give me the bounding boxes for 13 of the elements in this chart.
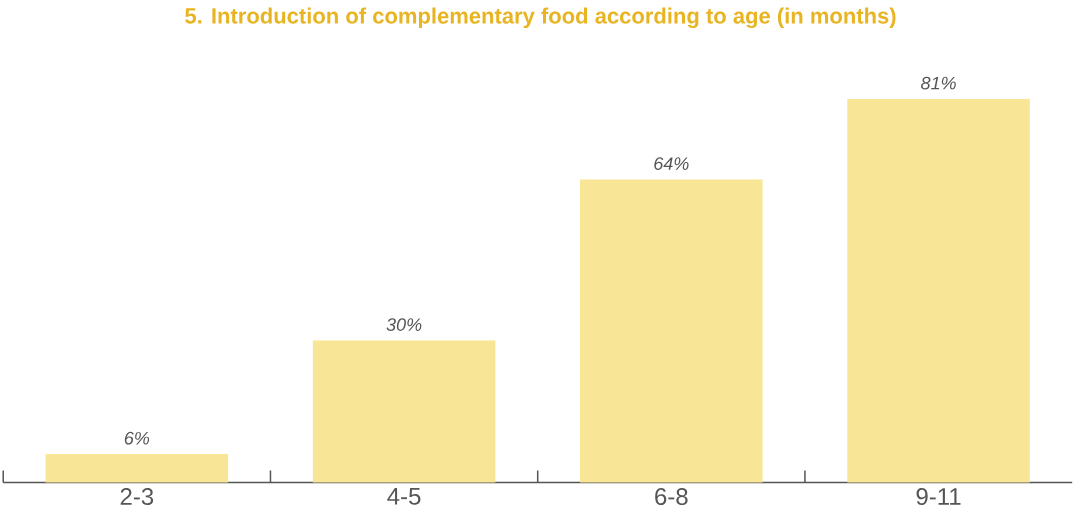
bar [312, 340, 496, 483]
chart-title: 5. Introduction of complementary food according to age (in months) [185, 7, 896, 29]
bar [847, 99, 1030, 483]
data-label: 6% [124, 431, 150, 445]
data-label: 64% [654, 157, 689, 170]
data-label: 81% [921, 76, 956, 90]
bar [580, 179, 763, 483]
x-tick-label: 9-11 [916, 488, 961, 506]
x-tick-label: 2-3 [120, 488, 154, 506]
x-tick-label: 6-8 [655, 488, 688, 506]
data-label: 30% [386, 318, 422, 331]
bar [45, 454, 229, 483]
x-tick-label: 4-5 [387, 488, 421, 505]
